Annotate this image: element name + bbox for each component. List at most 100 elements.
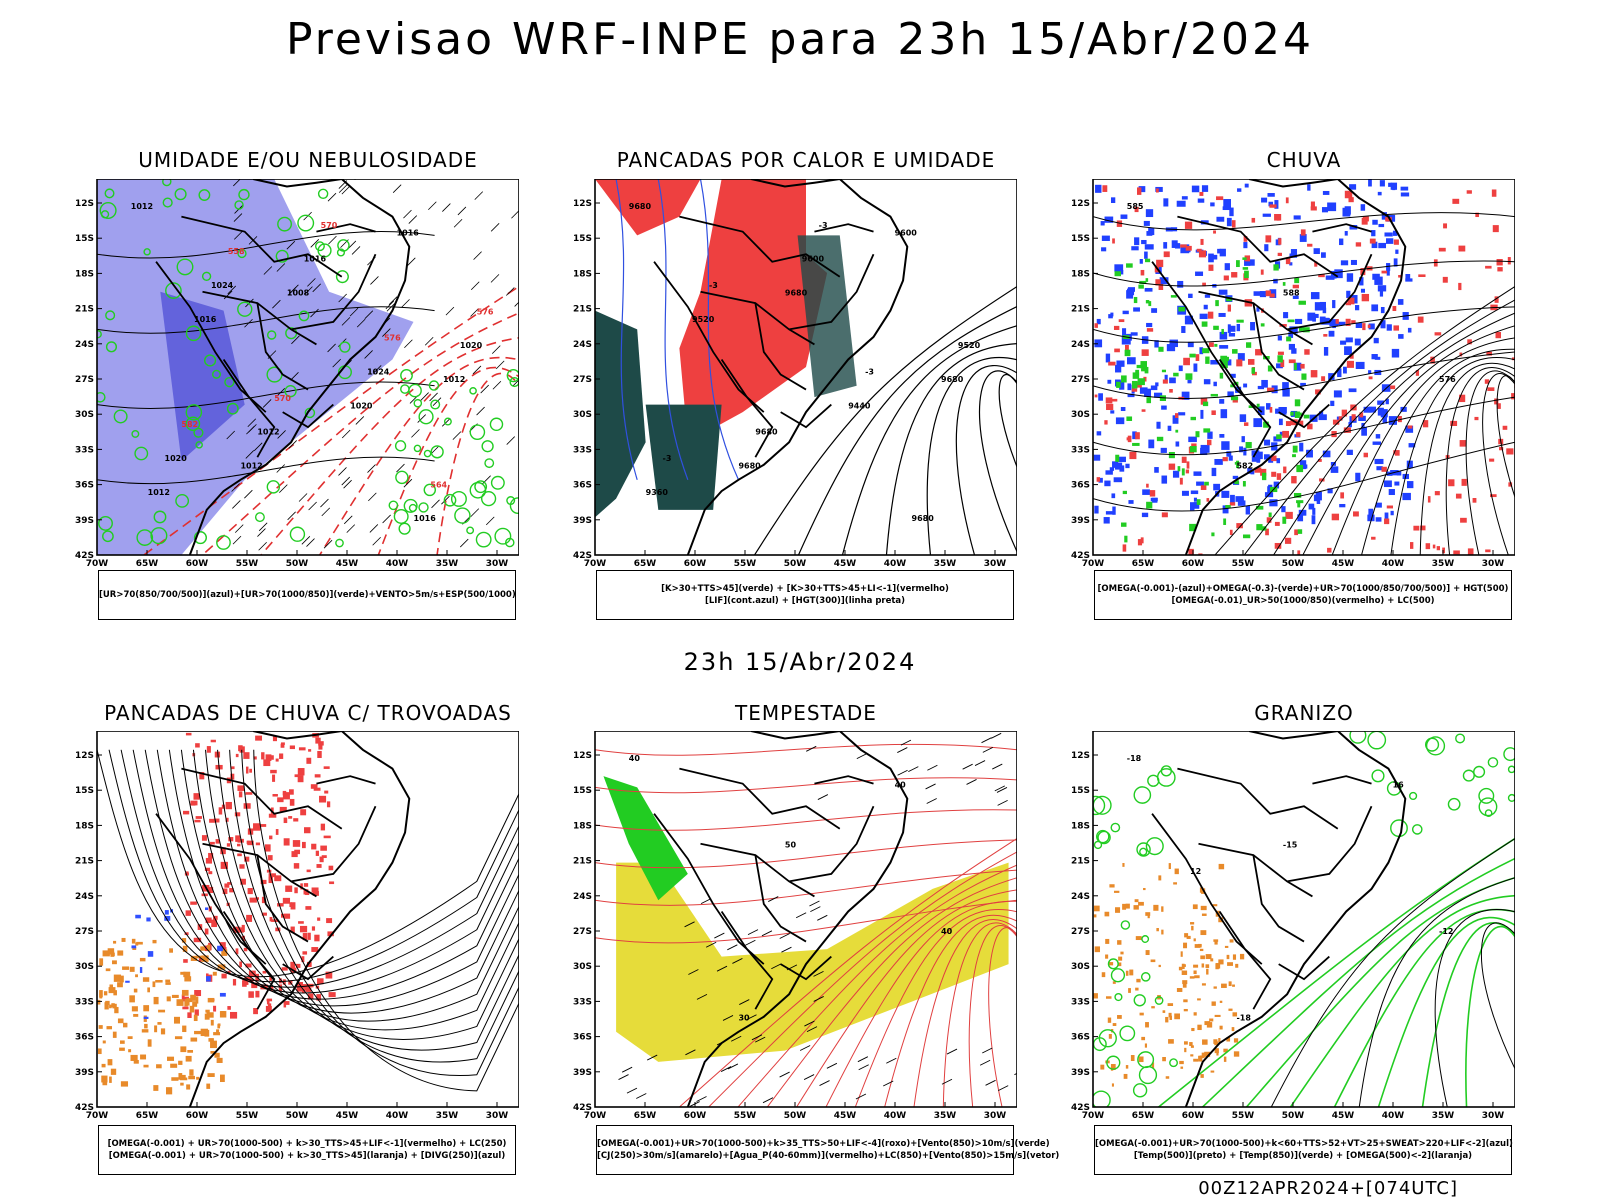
legend-box: [OMEGA(-0.001)+UR>70(1000-500)+k>35_TTS>… [596, 1125, 1060, 1175]
state-border [202, 290, 317, 346]
contour-label: 9680 [738, 462, 761, 471]
lat-tick-label: 12S [573, 751, 592, 761]
lat-tick-label: 42S [1071, 551, 1090, 561]
lat-tick-label: 33S [1071, 997, 1090, 1007]
lon-tick-label: 65W [1132, 1111, 1155, 1121]
contour-label: 570 [321, 221, 338, 230]
forecast-map: 585 588 576 582 12S 15S 18S 21S 24S 27S 30S 33S 36S 3… [1071, 179, 1515, 569]
lon-tick-label: 70W [86, 1111, 109, 1121]
legend-line: [OMEGA(-0.001)-(azul)+OMEGA(-0.3)-(verde… [1097, 584, 1509, 594]
lat-tick-label: 15S [1071, 234, 1090, 244]
lat-tick-label: 12S [75, 751, 94, 761]
lon-tick-label: 70W [86, 559, 109, 569]
jet-stream-area [616, 862, 1009, 1062]
contour-label: -15 [1283, 841, 1298, 850]
lat-tick-label: 39S [573, 1068, 592, 1078]
contour-label: 1024 [367, 368, 390, 377]
legend-line: [LIF](cont.azul) + [HGT(300)](linha pret… [704, 596, 906, 606]
map-frame [96, 731, 519, 1108]
humidity-shading [97, 179, 414, 555]
forecast-map: 9680 9680 9680 9680 9600 9520 9440 9360 9600 9520… [573, 179, 1017, 569]
lat-tick-label: 33S [573, 445, 592, 455]
legend-line: [OMEGA(-0.001) + UR>70(1000-500) + k>30_… [108, 1151, 506, 1161]
contour-label: 9520 [958, 341, 981, 350]
contour-label: 40 [895, 780, 907, 789]
state-border [814, 223, 874, 233]
contour-label: 9600 [895, 228, 918, 237]
contour-label: 576 [384, 334, 401, 343]
lat-tick-label: 39S [1071, 516, 1090, 526]
legend-line: [OMEGA(-0.001)+UR>70(1000-500)+k>35_TTS>… [597, 1139, 1050, 1149]
contour-label: 570 [274, 394, 291, 403]
lat-tick-label: 42S [75, 1103, 94, 1113]
lat-tick-label: 39S [75, 1068, 94, 1078]
contour-label: 1012 [257, 428, 279, 437]
state-border [1286, 805, 1373, 883]
contour-label: -18 [1236, 1014, 1251, 1023]
lat-tick-label: 15S [75, 786, 94, 796]
contour-label: 582 [181, 420, 198, 429]
state-border [290, 253, 377, 331]
lon-tick-label: 30W [1482, 1111, 1505, 1121]
state-border [1218, 910, 1272, 1010]
lat-tick-label: 27S [1071, 927, 1090, 937]
contour-label: 558 [228, 247, 245, 256]
contour-label: 1008 [287, 289, 310, 298]
state-border [788, 805, 875, 883]
contour-label: 1016 [414, 514, 437, 523]
legend-line: [CJ(250)>30m/s](amarelo)+[Agua_P(40-60mm… [597, 1151, 1060, 1161]
lon-tick-label: 70W [1082, 1111, 1105, 1121]
lat-tick-label: 21S [75, 857, 94, 867]
instability-area [595, 179, 701, 236]
lon-tick-label: 40W [1382, 559, 1405, 569]
state-border [1278, 403, 1330, 429]
lon-tick-label: 55W [236, 559, 259, 569]
state-border [256, 854, 309, 943]
contour-label: 1012 [443, 375, 465, 384]
lat-tick-label: 42S [1071, 1103, 1090, 1113]
state-border [1286, 253, 1373, 331]
lon-tick-label: 50W [784, 559, 807, 569]
lon-tick-label: 65W [136, 559, 159, 569]
legend-line: [K>30+TTS>45](verde) + [K>30+TTS>45+LI<-… [661, 584, 949, 594]
state-border [290, 805, 377, 883]
contour-label: 1016 [194, 315, 217, 324]
lon-tick-label: 55W [734, 559, 757, 569]
coastline [686, 179, 909, 555]
contour-label: 582 [1236, 462, 1253, 471]
contour-label: -3 [865, 368, 874, 377]
run-info: 00Z12APR2024+[074UTC] [1198, 1178, 1458, 1199]
lat-tick-label: 18S [573, 269, 592, 279]
lat-tick-label: 42S [573, 551, 592, 561]
lat-tick-label: 27S [573, 375, 592, 385]
lat-tick-label: 36S [1071, 481, 1090, 491]
lon-tick-label: 40W [386, 559, 409, 569]
lat-tick-label: 27S [75, 375, 94, 385]
panel-title: CHUVA [1266, 148, 1342, 172]
lat-tick-label: 24S [75, 340, 94, 350]
contour-label: 9600 [802, 255, 825, 264]
state-border [780, 403, 832, 429]
lat-tick-label: 24S [75, 892, 94, 902]
lat-tick-label: 12S [75, 199, 94, 209]
state-border [780, 955, 832, 981]
lat-tick-label: 21S [1071, 857, 1090, 867]
lon-tick-label: 45W [1332, 559, 1355, 569]
lon-tick-label: 50W [1282, 559, 1305, 569]
lon-tick-label: 45W [1332, 1111, 1355, 1121]
forecast-map: 40 50 40 30 40 12S 15S 18S 21S 24S 27S 30S 33S 36S 39S… [573, 731, 1017, 1121]
valid-time-title: 23h 15/Abr/2024 [683, 648, 917, 676]
lat-tick-label: 15S [573, 786, 592, 796]
lat-tick-label: 30S [75, 962, 94, 972]
lon-tick-label: 35W [1432, 1111, 1455, 1121]
state-border [282, 403, 334, 429]
coastline [188, 179, 411, 555]
lat-tick-label: 30S [573, 962, 592, 972]
state-border [1151, 261, 1263, 413]
lat-tick-label: 15S [75, 234, 94, 244]
legend-box: [OMEGA(-0.001)-(azul)+OMEGA(-0.3)-(verde… [1094, 570, 1512, 620]
lat-tick-label: 30S [1071, 962, 1090, 972]
contour-label: 1020 [460, 341, 483, 350]
lon-tick-label: 55W [1232, 559, 1255, 569]
lon-tick-label: 30W [984, 1111, 1007, 1121]
